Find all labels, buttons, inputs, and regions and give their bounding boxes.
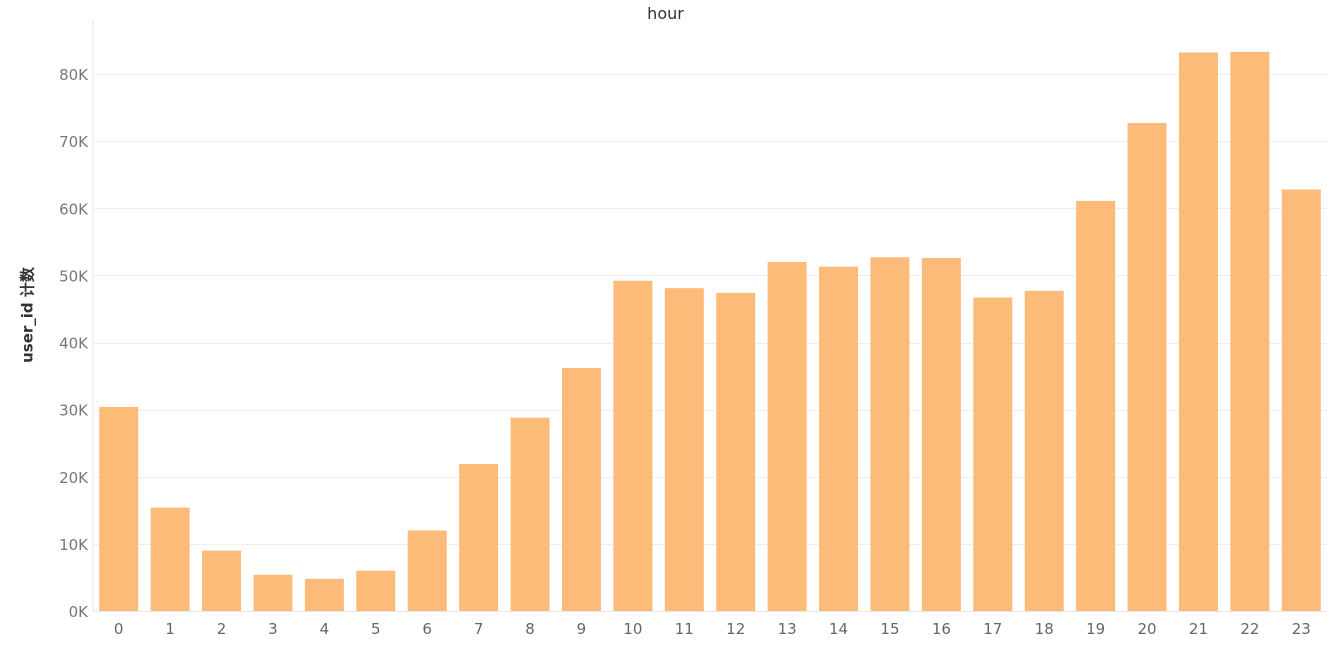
x-tick-label: 9 [577, 620, 587, 638]
bar[interactable] [1024, 290, 1064, 611]
bar[interactable] [99, 406, 139, 611]
x-tick-label: 1 [165, 620, 175, 638]
x-tick-label: 18 [1035, 620, 1054, 638]
bar[interactable] [921, 257, 961, 611]
y-tick-label: 0K [69, 603, 90, 621]
x-tick-label: 22 [1240, 620, 1259, 638]
x-tick-label: 17 [983, 620, 1002, 638]
bar[interactable] [1281, 189, 1321, 611]
x-tick-label: 7 [474, 620, 484, 638]
x-tick-label: 11 [675, 620, 694, 638]
bar[interactable] [664, 288, 704, 611]
x-tick-label: 13 [778, 620, 797, 638]
y-tick-label: 50K [59, 267, 89, 285]
x-tick-label: 5 [371, 620, 381, 638]
y-tick-label: 20K [59, 469, 89, 487]
y-tick-label: 40K [59, 335, 89, 353]
bar[interactable] [304, 578, 344, 611]
x-tick-label: 14 [829, 620, 848, 638]
x-tick-label: 0 [114, 620, 124, 638]
bar[interactable] [613, 280, 653, 611]
x-tick-label: 20 [1137, 620, 1156, 638]
bar[interactable] [510, 417, 550, 611]
bar[interactable] [870, 257, 910, 611]
x-tick-label: 8 [525, 620, 535, 638]
bar[interactable] [1076, 200, 1116, 611]
bar[interactable] [459, 463, 499, 611]
bar[interactable] [767, 261, 807, 611]
x-tick-label: 6 [422, 620, 432, 638]
x-tick-label: 3 [268, 620, 278, 638]
bar[interactable] [253, 574, 293, 611]
y-axis-label: user_id 计数 [18, 267, 37, 363]
x-tick-label: 15 [880, 620, 899, 638]
x-tick-label: 19 [1086, 620, 1105, 638]
y-tick-label: 60K [59, 200, 89, 218]
bar[interactable] [819, 266, 859, 611]
y-tick-label: 10K [59, 536, 89, 554]
x-tick-label: 2 [217, 620, 227, 638]
bar[interactable] [150, 507, 190, 611]
x-tick-label: 21 [1189, 620, 1208, 638]
x-tick-label: 4 [320, 620, 330, 638]
bar[interactable] [1230, 51, 1270, 611]
y-tick-label: 30K [59, 402, 89, 420]
bar[interactable] [1178, 52, 1218, 611]
x-tick-label: 12 [726, 620, 745, 638]
y-tick-label: 80K [59, 66, 89, 84]
chart-title: hour [647, 4, 684, 23]
bar[interactable] [202, 550, 242, 611]
bar[interactable] [1127, 123, 1167, 611]
bar[interactable] [356, 570, 396, 611]
x-tick-label: 16 [932, 620, 951, 638]
x-tick-label: 23 [1292, 620, 1311, 638]
x-tick-label: 10 [623, 620, 642, 638]
bar[interactable] [407, 530, 447, 611]
y-tick-label: 70K [59, 133, 89, 151]
bar[interactable] [973, 297, 1013, 611]
bar[interactable] [716, 292, 756, 611]
bar[interactable] [561, 368, 601, 611]
